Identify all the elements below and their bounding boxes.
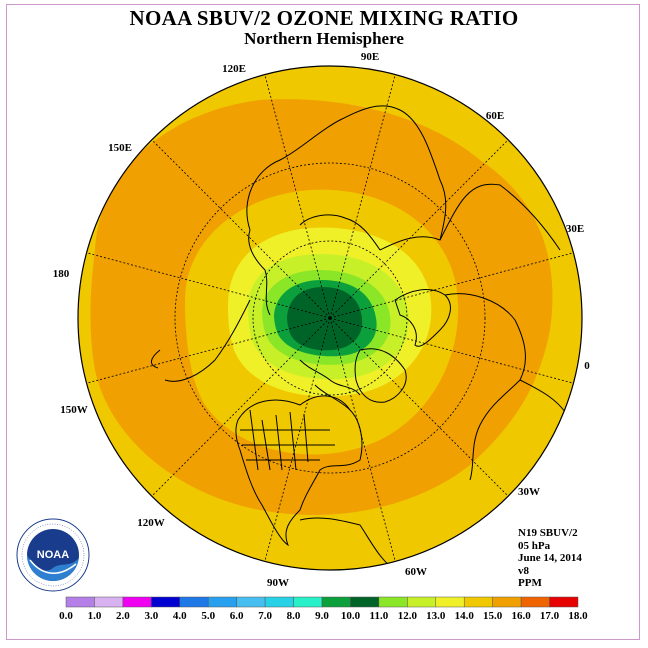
color-scale-cell	[65, 596, 95, 608]
figure-frame	[6, 4, 640, 640]
pressure-level-label: 05 hPa	[518, 539, 551, 552]
color-scale-cell	[207, 596, 237, 608]
svg-text:NOAA: NOAA	[37, 549, 69, 561]
units-label: PPM	[518, 577, 542, 589]
lon-label-60w: 60W	[405, 566, 427, 578]
color-scale-cell	[435, 596, 465, 608]
color-scale-tick-label: 11.0	[369, 610, 389, 622]
lon-label-60e: 60E	[485, 110, 505, 122]
lon-label-0: 0	[584, 360, 590, 372]
meridian-line	[151, 139, 331, 319]
lon-label-90e: 90E	[360, 51, 380, 63]
color-scale-tick-label: 15.0	[483, 610, 503, 622]
color-scale-tick-label: 1.0	[87, 610, 102, 622]
meridian-line	[86, 252, 331, 319]
lon-label-150w: 150W	[60, 404, 88, 416]
contour-fill-9	[287, 287, 363, 351]
color-scale-cell	[350, 596, 380, 608]
color-scale-cell	[492, 596, 522, 608]
color-scale-tick-label: 18.0	[568, 610, 588, 622]
color-scale-cell	[549, 596, 579, 608]
meridian-line	[329, 139, 509, 319]
color-scale-cell	[264, 596, 294, 608]
latitude-circles	[174, 162, 486, 474]
color-scale-tick-label: 3.0	[144, 610, 159, 622]
meridian-line	[329, 74, 396, 319]
color-scale-cell	[520, 596, 550, 608]
coastlines	[151, 105, 571, 570]
meridian-line	[329, 317, 509, 497]
meridian-line	[329, 317, 396, 562]
color-scale-tick-label: 12.0	[397, 610, 417, 622]
color-scale-cell	[122, 596, 152, 608]
map-title: NOAA SBUV/2 OZONE MIXING RATIO	[129, 6, 519, 30]
meridian-line	[264, 317, 331, 562]
color-scale-tick-label: 6.0	[229, 610, 244, 622]
color-scale-cell	[151, 596, 181, 608]
color-scale-cell	[236, 596, 266, 608]
color-scale-cell	[179, 596, 209, 608]
color-scale-tick-label: 4.0	[172, 610, 187, 622]
lon-label-90w: 90W	[267, 577, 289, 589]
color-scale-tick-label: 8.0	[286, 610, 301, 622]
color-scale-tick-label: 0.0	[59, 610, 73, 622]
color-scale-tick-label: 16.0	[511, 610, 531, 622]
meridian-line	[329, 252, 574, 319]
color-scale-cell	[407, 596, 437, 608]
lon-label-120e: 120E	[222, 63, 246, 75]
version-label: v8	[518, 564, 529, 577]
color-scale-tick-label: 2.0	[116, 610, 130, 622]
date-label: June 14, 2014	[518, 552, 582, 564]
lon-label-150e: 150E	[108, 142, 132, 154]
meridian-lines	[86, 74, 574, 562]
color-scale-cell	[463, 596, 493, 608]
meridian-line	[151, 317, 331, 497]
lon-label-180: 180	[52, 268, 70, 280]
color-scale-cell	[94, 596, 124, 608]
color-scale-cell	[378, 596, 408, 608]
color-scale-tick-label: 7.0	[258, 610, 272, 622]
product-info: N19 SBUV/2 05 hPa June 14, 2014 v8 PPM	[518, 527, 582, 590]
lon-label-30w: 30W	[518, 486, 540, 498]
map-subtitle: Northern Hemisphere	[244, 29, 404, 48]
map-boundary	[77, 65, 583, 571]
lon-label-120w: 120W	[137, 517, 165, 529]
color-scale-tick-label: 13.0	[426, 610, 446, 622]
color-scale-cell	[321, 596, 351, 608]
color-scale-tick-label: 14.0	[454, 610, 474, 622]
color-scale-tick-label: 10.0	[340, 610, 361, 622]
color-scale-tick-label: 5.0	[201, 610, 216, 622]
lon-label-30e: 30E	[565, 223, 585, 235]
color-scale-tick-label: 9.0	[315, 610, 329, 622]
meridian-line	[264, 74, 331, 319]
color-scale-cell	[293, 596, 323, 608]
color-scale-tick-label: 17.0	[539, 610, 560, 622]
meridian-line	[329, 317, 574, 384]
color-scale-bar	[65, 596, 579, 608]
satellite-label: N19 SBUV/2	[518, 527, 578, 539]
noaa-logo: NOAA	[16, 518, 90, 592]
meridian-line	[86, 317, 331, 384]
